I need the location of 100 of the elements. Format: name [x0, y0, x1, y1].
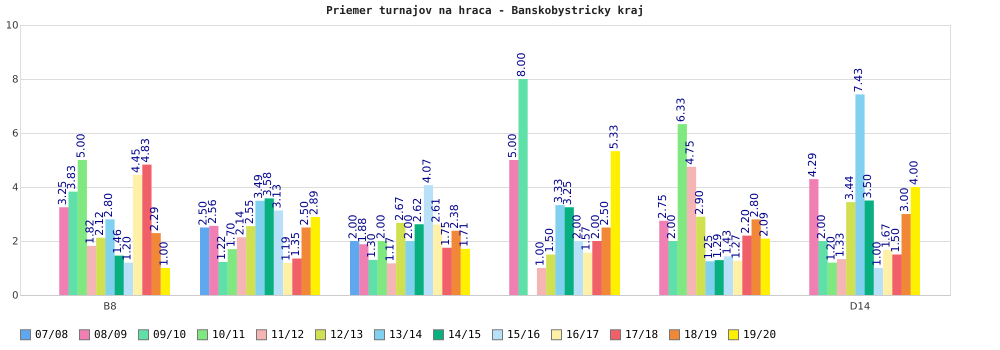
bar [583, 252, 592, 295]
bar [705, 261, 715, 295]
bar [86, 246, 96, 295]
bar [883, 250, 892, 295]
bar [714, 260, 724, 295]
legend-label: 12/13 [330, 328, 364, 341]
chart-title: Priemer turnajov na hraca - Banskobystricky kraj [326, 4, 644, 17]
bar [724, 256, 734, 295]
bar [264, 198, 274, 295]
bar [200, 228, 210, 295]
legend-label: 15/16 [507, 328, 540, 341]
bar [518, 79, 528, 295]
bar [59, 207, 68, 295]
bar [846, 202, 856, 295]
bar [892, 254, 902, 295]
data-label: 1.00 [157, 242, 170, 266]
y-tick-label: 6 [12, 128, 18, 140]
bar [864, 200, 874, 295]
data-label: 1.27 [730, 234, 743, 259]
legend-label: 16/17 [566, 328, 600, 341]
bar [310, 216, 320, 295]
bar [836, 259, 846, 295]
data-label: 2.62 [411, 198, 424, 222]
bar [350, 241, 360, 295]
bar [742, 236, 752, 295]
data-label: 1.20 [120, 236, 134, 261]
bar [405, 241, 415, 295]
bar [218, 262, 228, 295]
bar [659, 220, 668, 295]
bar [686, 166, 696, 295]
data-label: 8.00 [515, 52, 528, 77]
data-label: 3.83 [65, 165, 78, 190]
bar [760, 238, 770, 295]
data-label: 1.35 [288, 232, 302, 257]
data-label: 5.00 [506, 134, 519, 158]
bar [910, 187, 920, 295]
data-label: 3.25 [561, 180, 574, 206]
bar [246, 226, 256, 295]
bar [133, 174, 142, 295]
bar [592, 241, 602, 295]
data-label: 4.75 [684, 140, 697, 165]
bar [114, 256, 124, 295]
data-label: 2.50 [598, 201, 612, 226]
y-tick-label: 4 [12, 182, 18, 194]
data-label: 4.83 [138, 138, 152, 163]
data-label: 3.44 [842, 176, 856, 200]
data-label: 4.00 [907, 160, 920, 185]
y-tick-label: 8 [12, 74, 18, 86]
data-label: 2.09 [757, 212, 770, 237]
legend-label: 18/19 [684, 328, 718, 341]
legend-label: 13/14 [389, 328, 422, 341]
bar [442, 248, 452, 295]
y-tick-label: 2 [12, 236, 18, 248]
data-label: 2.00 [815, 214, 828, 239]
legend-label: 17/18 [625, 328, 658, 341]
x-tick-label: B8 [103, 302, 117, 312]
bar [236, 237, 246, 295]
legend-label: 08/09 [94, 328, 128, 341]
bar [378, 241, 387, 295]
bar [610, 151, 620, 295]
data-label: 5.00 [74, 134, 88, 158]
legend-label: 19/20 [743, 328, 776, 341]
data-label: 3.13 [270, 184, 284, 208]
bar [396, 222, 406, 295]
data-label: 2.61 [430, 198, 443, 223]
y-tick-label: 0 [12, 290, 18, 302]
bar [386, 263, 396, 295]
bar [460, 248, 470, 295]
bar [536, 268, 546, 295]
data-label: 6.33 [674, 98, 688, 122]
bar [209, 226, 218, 295]
data-label: 4.29 [806, 152, 819, 178]
bar [733, 260, 742, 295]
data-label: 1.17 [384, 236, 397, 262]
bar [359, 244, 368, 295]
bar [752, 219, 761, 295]
bar [902, 214, 911, 295]
bar [828, 262, 837, 295]
data-label: 2.00 [665, 214, 678, 239]
data-label: 2.80 [102, 192, 115, 218]
data-label: 4.07 [420, 158, 434, 184]
data-label: 2.89 [307, 190, 320, 215]
data-label: 3.00 [898, 188, 912, 212]
data-label: 1.33 [834, 232, 847, 258]
y-tick-label: 10 [6, 20, 18, 32]
bar [602, 228, 611, 295]
bar [96, 238, 106, 295]
bar [809, 179, 818, 295]
legend-label: 07/08 [35, 328, 68, 341]
bar [68, 192, 78, 295]
bar [414, 224, 424, 295]
bar [818, 241, 828, 295]
bar [152, 233, 161, 295]
data-label: 2.55 [242, 200, 256, 224]
bar [509, 160, 518, 295]
bar [255, 200, 265, 295]
bar [564, 207, 574, 295]
bar [668, 241, 678, 295]
bar [292, 258, 302, 295]
data-label: 1.50 [888, 228, 902, 252]
